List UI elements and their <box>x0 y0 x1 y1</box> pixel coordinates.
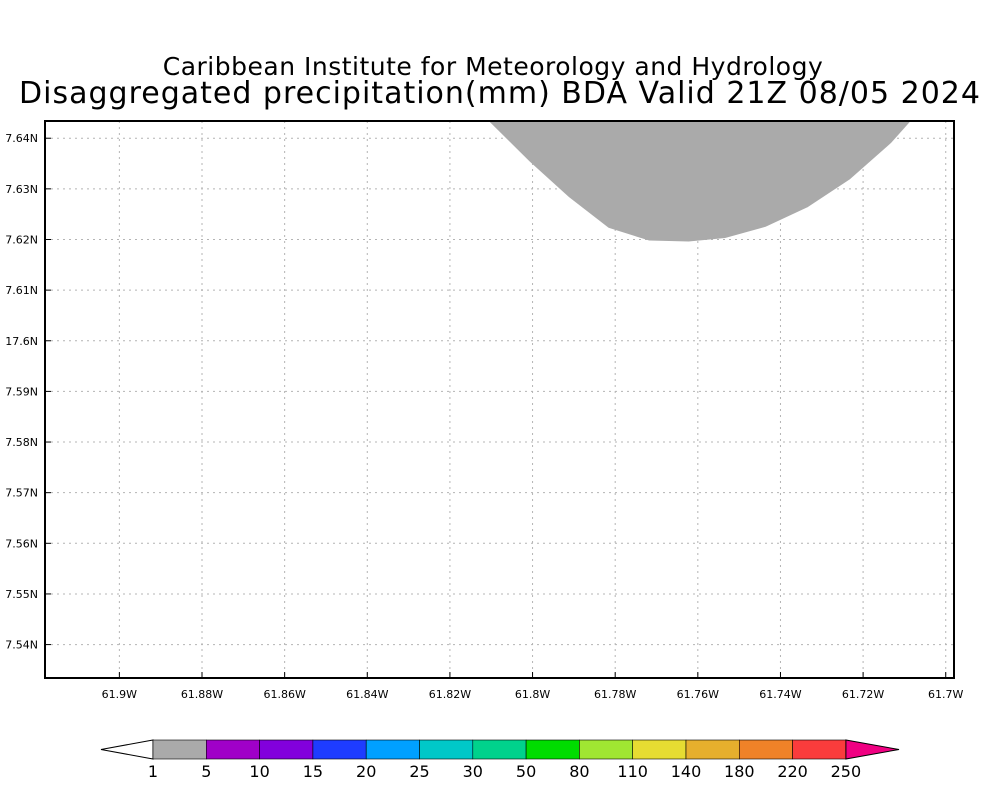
y-tick-label: 7.64N <box>5 132 38 145</box>
y-tick-label: 7.62N <box>5 233 38 246</box>
colorbar-swatch <box>685 739 740 760</box>
x-axis: 61.9W 61.88W 61.86W 61.84W 61.82W 61.8W 61.78W… <box>102 672 964 701</box>
colorbar-label: 250 <box>831 762 862 781</box>
colorbar-swatch <box>632 739 687 760</box>
colorbar-swatch <box>312 739 367 760</box>
colorbar-swatch <box>365 739 420 760</box>
colorbar-swatch <box>472 739 527 760</box>
y-axis: 7.64N 7.63N 7.62N 7.61N 17.6N 7.59N 7.58N 7.57N… <box>5 132 51 652</box>
x-tick-label: 61.82W <box>429 688 471 701</box>
map-title: Disaggregated precipitation(mm) BDA Vali… <box>19 76 981 111</box>
x-tick-label: 61.76W <box>677 688 719 701</box>
colorbar-label: 80 <box>569 762 589 781</box>
x-tick-label: 61.72W <box>842 688 884 701</box>
precipitation-area <box>488 121 911 242</box>
colorbar-swatch <box>419 739 474 760</box>
y-tick-label: 7.54N <box>5 639 38 652</box>
y-tick-label: 7.56N <box>5 537 38 550</box>
colorbar-swatch <box>206 739 260 760</box>
y-tick-label: 7.58N <box>5 436 38 449</box>
x-tick-label: 61.86W <box>263 688 305 701</box>
colorbar-over-arrow <box>845 739 900 760</box>
colorbar-under-arrow <box>100 739 154 760</box>
colorbar-swatch <box>738 739 793 760</box>
y-tick-label: 7.59N <box>5 385 38 398</box>
colorbar-label: 15 <box>303 762 323 781</box>
y-tick-label: 7.57N <box>5 487 38 500</box>
x-tick-label: 61.74W <box>759 688 801 701</box>
y-tick-label: 17.6N <box>5 335 38 348</box>
institute-title: Caribbean Institute for Meteorology and … <box>162 52 824 81</box>
colorbar-label: 50 <box>516 762 536 781</box>
grid-lines <box>45 121 954 678</box>
colorbar-label: 220 <box>777 762 808 781</box>
colorbar-swatch <box>792 739 847 760</box>
colorbar-swatch <box>259 739 314 760</box>
colorbar-label: 110 <box>617 762 648 781</box>
colorbar-label: 25 <box>409 762 429 781</box>
colorbar-label: 20 <box>356 762 376 781</box>
x-tick-label: 61.84W <box>346 688 388 701</box>
colorbar-swatch <box>579 739 634 760</box>
colorbar-label: 10 <box>249 762 269 781</box>
colorbar-label: 5 <box>201 762 211 781</box>
colorbar-label: 180 <box>724 762 755 781</box>
y-tick-label: 7.63N <box>5 183 38 196</box>
colorbar-label: 140 <box>671 762 702 781</box>
x-tick-label: 61.7W <box>928 688 963 701</box>
colorbar-label: 1 <box>148 762 158 781</box>
colorbar-swatch <box>152 739 207 760</box>
y-tick-label: 7.55N <box>5 588 38 601</box>
map-frame <box>44 120 955 679</box>
colorbar-swatch <box>525 739 580 760</box>
x-tick-label: 61.78W <box>594 688 636 701</box>
x-tick-label: 61.88W <box>181 688 223 701</box>
colorbar: 1 5 10 15 20 25 30 50 80 110 140 180 220 250 <box>100 739 900 781</box>
y-tick-label: 7.61N <box>5 284 38 297</box>
colorbar-label: 30 <box>463 762 483 781</box>
x-tick-label: 61.9W <box>102 688 137 701</box>
x-tick-label: 61.8W <box>515 688 550 701</box>
